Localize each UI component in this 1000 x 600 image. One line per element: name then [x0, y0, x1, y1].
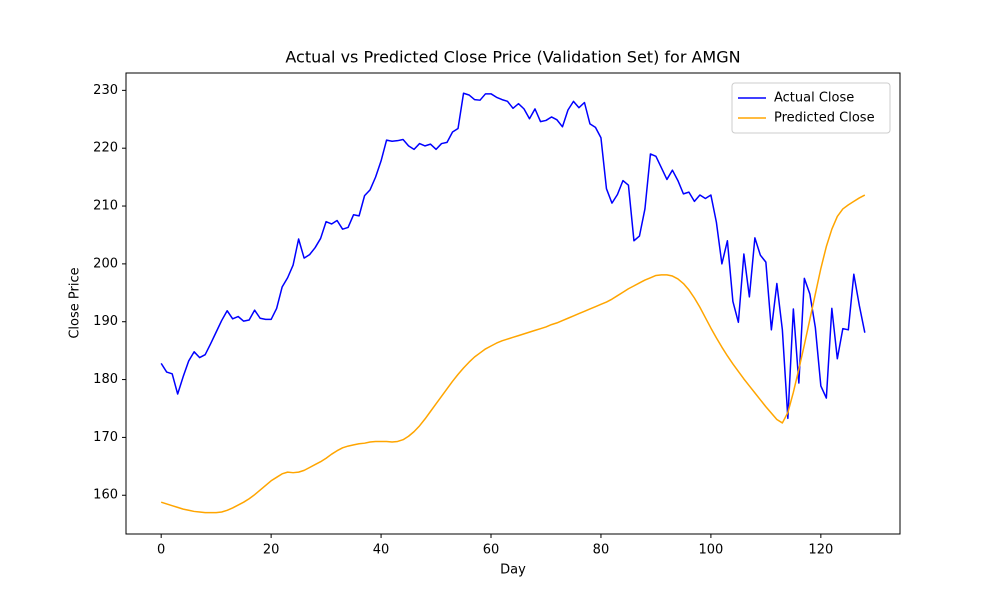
plot-frame [125, 72, 901, 535]
y-tick-label: 230 [93, 83, 118, 98]
legend-label: Actual Close [774, 91, 854, 106]
y-tick-label: 160 [93, 488, 118, 503]
y-tick-label: 180 [93, 372, 118, 387]
x-tick-label: 60 [483, 543, 500, 558]
x-tick-label: 100 [698, 543, 723, 558]
legend-box [731, 82, 891, 134]
y-tick-label: 200 [93, 256, 118, 271]
y-tick-label: 210 [93, 199, 118, 214]
y-tick-label: 190 [93, 314, 118, 329]
x-axis-label: Day [500, 563, 526, 578]
x-tick-label: 0 [157, 543, 165, 558]
legend-label: Predicted Close [774, 111, 875, 126]
chart-title: Actual vs Predicted Close Price (Validat… [285, 48, 740, 67]
y-tick-label: 220 [93, 141, 118, 156]
x-tick-label: 80 [593, 543, 610, 558]
series-line [160, 92, 866, 420]
y-axis-label: Close Price [68, 267, 83, 338]
x-tick-label: 20 [263, 543, 280, 558]
x-tick-label: 40 [373, 543, 390, 558]
y-tick-label: 170 [93, 430, 118, 445]
x-tick-label: 120 [808, 543, 833, 558]
series-line [160, 194, 866, 514]
